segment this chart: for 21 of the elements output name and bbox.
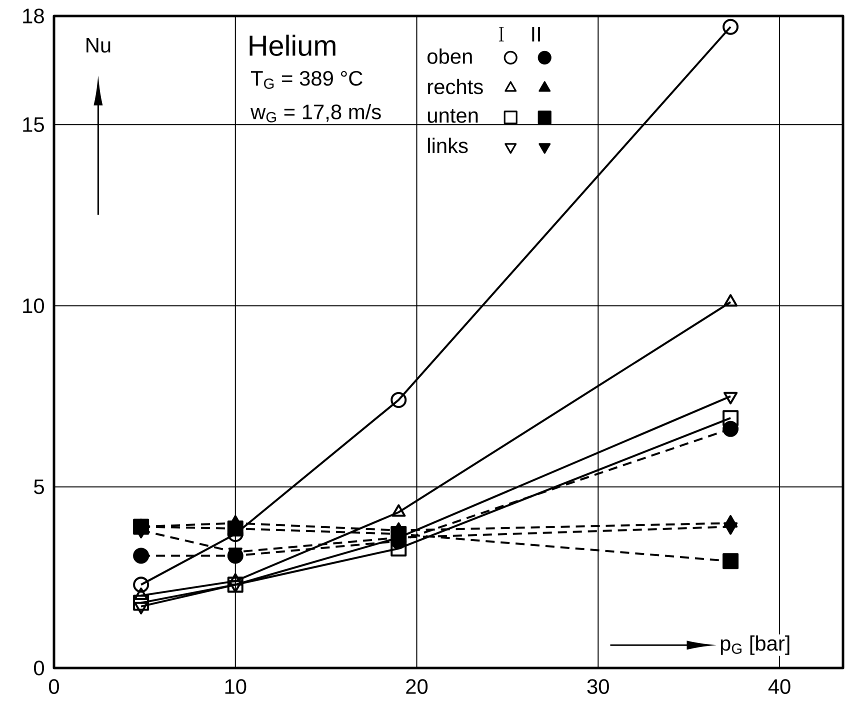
x-tick-label: 10 [225, 679, 246, 694]
x-tick-label: 20 [406, 679, 428, 694]
annotation: Helium [250, 34, 336, 56]
x-tick-label: 40 [768, 679, 790, 694]
annotation: T$_{G}$ = 389 °C [251, 70, 362, 89]
y-tick-label: 15 [23, 117, 44, 132]
x-tick-label: 30 [587, 679, 609, 694]
annotation: I [498, 27, 504, 42]
y-axis-title: Nu [86, 38, 110, 53]
legend-label: links [428, 138, 468, 154]
y-tick-label: 0 [34, 660, 44, 676]
x-axis-title: p$_{G}$ [bar] [720, 635, 790, 655]
y-tick-label: 18 [23, 8, 44, 24]
y-tick-label: 5 [34, 480, 44, 494]
y-tick-label: 10 [23, 298, 44, 314]
legend-label: unten [428, 109, 478, 123]
legend-label: rechts [428, 78, 483, 94]
annotation: II [532, 27, 540, 42]
annotation: w$_{G}$ = 17,8 m/s [250, 104, 381, 122]
x-tick-label: 0 [48, 679, 59, 694]
legend-label: oben [428, 48, 472, 64]
